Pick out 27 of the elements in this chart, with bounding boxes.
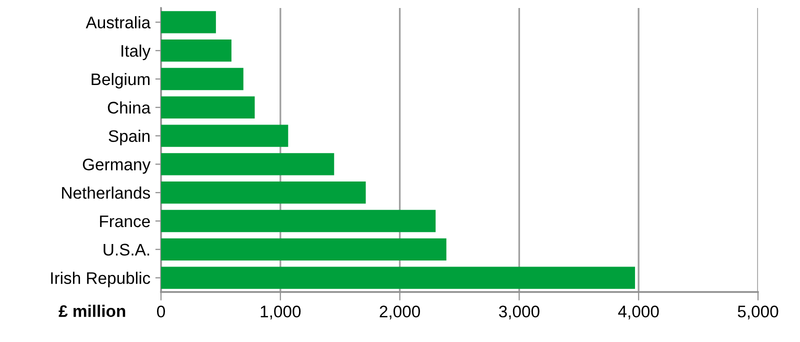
- y-tick-label: China: [108, 101, 151, 114]
- x-tick-label: 2,000: [380, 306, 420, 320]
- y-tick-label: France: [100, 216, 150, 228]
- bar: [161, 40, 232, 62]
- bar: [161, 96, 255, 118]
- bar: [161, 182, 366, 204]
- x-tick-label: 1,000: [260, 306, 301, 320]
- y-tick-label: Belgium: [92, 72, 150, 88]
- bar: [161, 11, 216, 34]
- bar: [161, 266, 636, 289]
- bar: [161, 238, 446, 260]
- x-tick-label: 0: [157, 306, 165, 318]
- bar: [161, 124, 288, 147]
- bar: [161, 68, 244, 90]
- bar: [161, 210, 436, 232]
- x-axis-title: £ million: [58, 304, 126, 318]
- y-tick-label: Germany: [82, 158, 151, 174]
- y-tick-label: Irish Republic: [51, 272, 150, 288]
- y-tick-label: Italy: [122, 44, 151, 60]
- y-tick-label: Netherlands: [62, 186, 150, 199]
- y-tick-label: U.S.A.: [104, 244, 150, 256]
- x-tick-label: 4,000: [618, 306, 659, 320]
- x-tick-label: 3,000: [498, 306, 540, 320]
- y-tick-label: Spain: [108, 130, 150, 146]
- y-tick-label: Australia: [86, 16, 151, 28]
- bar: [161, 153, 334, 176]
- x-tick-label: 5,000: [738, 306, 778, 320]
